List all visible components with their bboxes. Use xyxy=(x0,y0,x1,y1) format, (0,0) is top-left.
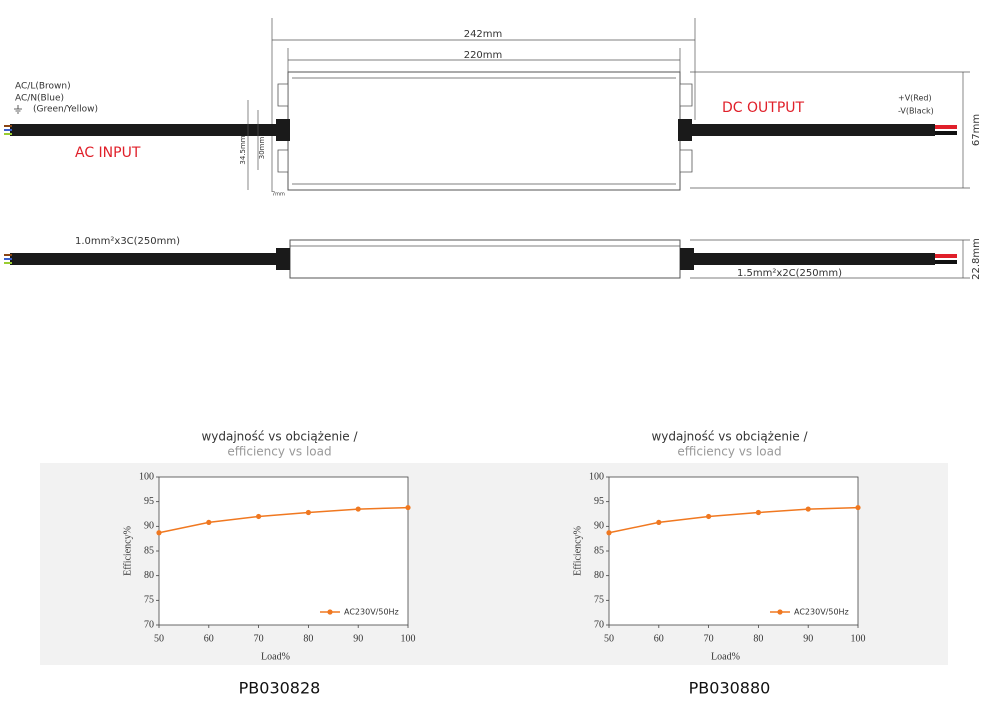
point xyxy=(256,513,262,520)
y-axis-label: Efficiency% xyxy=(572,526,583,576)
wire-label: +V(Red) xyxy=(898,94,932,103)
charts: wydajność vs obciążenie /efficiency vs l… xyxy=(40,430,948,698)
point xyxy=(355,506,361,512)
point xyxy=(156,530,162,536)
y-axis-label: Efficiency% xyxy=(122,526,133,576)
legend-marker xyxy=(777,609,783,615)
y-tick-label: 85 xyxy=(144,545,154,556)
point xyxy=(405,504,411,511)
chart-caption: PB030828 xyxy=(239,679,321,698)
dimension: 67mm xyxy=(971,114,982,146)
x-axis-label: Load% xyxy=(261,651,290,662)
point xyxy=(305,509,311,516)
wire-label: -V(Black) xyxy=(898,107,934,116)
x-tick-label: 50 xyxy=(154,633,164,644)
series-line xyxy=(158,506,409,534)
dimension: 34.5mm xyxy=(239,135,247,164)
y-tick-label: 95 xyxy=(594,496,604,507)
x-tick-label: 50 xyxy=(604,633,614,644)
chart-title: wydajność vs obciążenie / xyxy=(651,430,808,444)
y-tick-label: 80 xyxy=(144,570,154,581)
wire-label: (Green/Yellow) xyxy=(33,105,98,115)
y-tick-label: 80 xyxy=(594,570,604,581)
x-tick-label: 70 xyxy=(254,633,264,644)
wire-label: AC/L(Brown) xyxy=(15,82,71,92)
dimension: 30mm xyxy=(258,137,266,160)
legend-marker xyxy=(327,609,333,615)
y-tick-label: 85 xyxy=(594,545,604,556)
point xyxy=(706,513,712,520)
y-tick-label: 100 xyxy=(589,471,604,482)
chart-subtitle: efficiency vs load xyxy=(227,445,331,459)
y-tick-label: 70 xyxy=(144,619,154,630)
dimension: 220mm xyxy=(464,50,503,61)
x-tick-label: 80 xyxy=(753,633,763,644)
y-tick-label: 75 xyxy=(144,595,154,606)
x-tick-label: 90 xyxy=(803,633,813,644)
wire-label: AC/N(Blue) xyxy=(15,94,64,104)
legend-label: AC230V/50Hz xyxy=(794,608,849,617)
x-tick-label: 60 xyxy=(204,633,214,644)
y-tick-label: 100 xyxy=(139,471,154,482)
legend-label: AC230V/50Hz xyxy=(344,608,399,617)
x-axis-label: Load% xyxy=(711,651,740,662)
x-tick-label: 80 xyxy=(303,633,313,644)
point xyxy=(206,519,212,525)
x-tick-label: 70 xyxy=(704,633,714,644)
y-tick-label: 95 xyxy=(144,496,154,507)
cable-label: 1.0mm²x3C(250mm) xyxy=(75,236,180,247)
point xyxy=(606,530,612,536)
x-tick-label: 60 xyxy=(654,633,664,644)
dimension: 7mm xyxy=(272,192,285,198)
side-view: 22.8mm 1.0mm²x3C(250mm) 1.5mm²x2C(250mm) xyxy=(4,236,982,280)
section-label: DC OUTPUT xyxy=(722,100,805,116)
y-tick-label: 70 xyxy=(594,619,604,630)
dimension: 22.8mm xyxy=(971,238,982,280)
cable-label: 1.5mm²x2C(250mm) xyxy=(737,268,842,279)
chart-title: wydajność vs obciążenie / xyxy=(201,430,358,444)
plot-area xyxy=(608,476,859,626)
x-tick-label: 100 xyxy=(401,633,416,644)
dimension: 242mm xyxy=(464,29,503,40)
point xyxy=(855,504,861,511)
top-view: 242mm 220mm 67mm 34.5mm 30mm 7mm AC/L(Br… xyxy=(4,18,982,198)
x-tick-label: 100 xyxy=(851,633,866,644)
point xyxy=(656,519,662,525)
x-tick-label: 90 xyxy=(353,633,363,644)
series-line xyxy=(608,506,859,534)
y-tick-label: 90 xyxy=(144,521,154,532)
plot-area xyxy=(158,476,409,626)
chart-subtitle: efficiency vs load xyxy=(677,445,781,459)
section-label: AC INPUT xyxy=(75,145,141,161)
y-tick-label: 75 xyxy=(594,595,604,606)
y-tick-label: 90 xyxy=(594,521,604,532)
point xyxy=(755,509,762,516)
chart-caption: PB030880 xyxy=(689,679,771,698)
point xyxy=(805,506,811,512)
